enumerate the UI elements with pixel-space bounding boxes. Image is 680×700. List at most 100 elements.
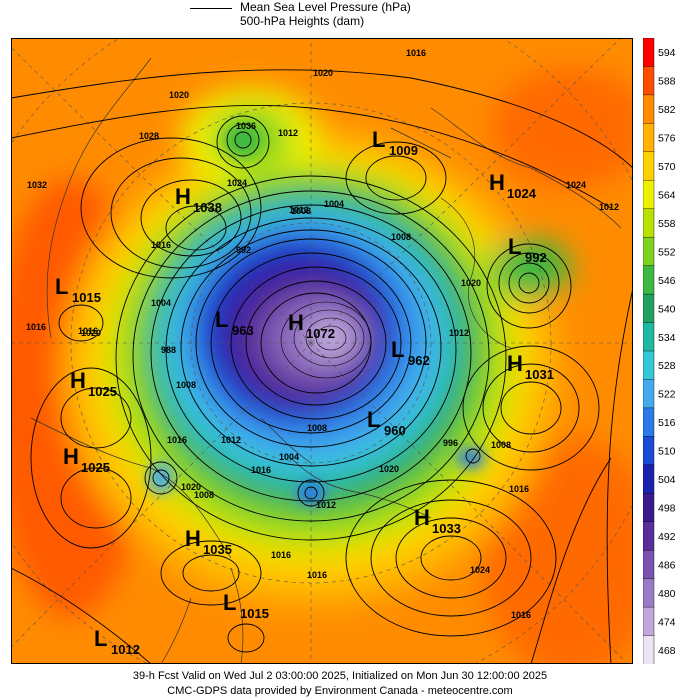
colorbar-swatch	[642, 407, 655, 438]
svg-text:H: H	[175, 184, 191, 209]
pressure-center: H 1025	[63, 444, 110, 475]
isobar-legend-line	[190, 8, 232, 9]
weather-map: 1016 1020 1020 1028 1032 1036 1012 1024 …	[11, 38, 633, 664]
svg-text:L: L	[215, 307, 228, 332]
isobar-label: 1024	[470, 565, 490, 575]
colorbar-label: 540	[658, 303, 676, 315]
pressure-center: H 1038	[175, 184, 222, 215]
isobar-label: 1008	[391, 232, 411, 242]
isobar-label: 996	[443, 438, 458, 448]
colorbar-swatch	[642, 464, 655, 494]
colorbar-swatch	[642, 293, 655, 324]
svg-text:L: L	[94, 626, 107, 651]
isobar-label: 1012	[289, 205, 309, 215]
colorbar-swatch	[642, 436, 655, 466]
pressure-center: L 1015	[223, 590, 269, 621]
isobar-label: 1008	[194, 490, 214, 500]
isobar-label: 1016	[26, 322, 46, 332]
svg-text:1038: 1038	[193, 200, 222, 215]
height-field: 1016 1020 1020 1028 1032 1036 1012 1024 …	[11, 38, 633, 664]
isobar-label: 992	[236, 245, 251, 255]
svg-text:1025: 1025	[88, 384, 117, 399]
isobar-label: 1004	[151, 298, 171, 308]
isobar-label: 1024	[227, 178, 247, 188]
colorbar-label: 552	[658, 246, 676, 258]
pressure-center: H 1025	[70, 368, 117, 399]
colorbar-swatch	[642, 606, 655, 637]
isobar-label: 1028	[139, 131, 159, 141]
pressure-center: L 1015	[55, 274, 101, 305]
colorbar-label: 468	[658, 645, 676, 657]
svg-text:1035: 1035	[203, 542, 232, 557]
svg-text:1024: 1024	[507, 186, 537, 201]
isobar-label: 1012	[449, 328, 469, 338]
colorbar-swatch	[642, 578, 655, 608]
isobar-label: 1020	[379, 464, 399, 474]
pressure-center: L 1012	[94, 626, 140, 657]
colorbar-label: 498	[658, 503, 676, 515]
colorbar-swatch	[642, 94, 655, 125]
svg-text:1015: 1015	[72, 290, 101, 305]
colorbar-label: 504	[658, 474, 676, 486]
colorbar-label: 588	[658, 76, 676, 88]
colorbar-swatch	[642, 350, 655, 381]
svg-text:H: H	[288, 310, 304, 335]
colorbar-label: 576	[658, 133, 676, 145]
pressure-center: L 963	[215, 307, 254, 338]
colorbar-swatch	[642, 123, 655, 153]
colorbar-label: 528	[658, 360, 676, 372]
data-credit-text: CMC-GDPS data provided by Environment Ca…	[167, 685, 513, 697]
isobar-label: 1032	[27, 180, 47, 190]
svg-text:1012: 1012	[111, 642, 140, 657]
svg-text:L: L	[55, 274, 68, 299]
isobar-label: 1016	[511, 610, 531, 620]
pressure-center: L 960	[367, 407, 406, 438]
colorbar-swatch	[642, 236, 655, 267]
colorbar-label: 564	[658, 190, 676, 202]
colorbar-swatch	[642, 37, 655, 68]
svg-text:1009: 1009	[389, 143, 418, 158]
isobar-label: 1020	[313, 68, 333, 78]
pressure-center: L 962	[391, 337, 430, 368]
legend-heights-label: 500-hPa Heights (dam)	[240, 14, 365, 28]
colorbar-label: 534	[658, 332, 676, 344]
colorbar-swatch	[642, 265, 655, 295]
svg-text:L: L	[223, 590, 236, 615]
colorbar-swatch	[642, 208, 655, 238]
isobar-label: 1012	[278, 128, 298, 138]
isobar-label: 1008	[491, 440, 511, 450]
isobar-label: 1012	[599, 202, 619, 212]
colorbar-label: 480	[658, 588, 676, 600]
svg-text:H: H	[70, 368, 86, 393]
isobar-label: 1016	[406, 48, 426, 58]
svg-text:H: H	[489, 170, 505, 195]
isobar-label: 1004	[324, 199, 344, 209]
colorbar-label: 522	[658, 389, 676, 401]
svg-text:1072: 1072	[306, 326, 335, 341]
colorbar-label: 546	[658, 275, 676, 287]
svg-text:L: L	[508, 234, 521, 259]
pressure-center: L 992	[508, 234, 547, 265]
forecast-valid-text: 39-h Fcst Valid on Wed Jul 2 03:00:00 20…	[132, 670, 548, 682]
coastlines	[30, 57, 622, 664]
isobar-label: 1020	[81, 328, 101, 338]
colorbar-swatch	[642, 180, 655, 210]
colorbar-label: 516	[658, 417, 676, 429]
colorbar-swatch	[642, 549, 655, 580]
svg-text:963: 963	[232, 323, 254, 338]
svg-text:H: H	[63, 444, 79, 469]
svg-text:L: L	[372, 127, 385, 152]
svg-text:H: H	[507, 351, 523, 376]
isobar-label: 1036	[236, 121, 256, 131]
isobar-label: 1008	[307, 423, 327, 433]
isobar-label: 1016	[251, 465, 271, 475]
height-colorbar: 594 588 582 576 570 564 558 552 546 540 534 528 522 5…	[642, 37, 680, 665]
colorbar-label: 570	[658, 161, 676, 173]
lat-lon-grid	[11, 38, 633, 664]
svg-text:960: 960	[384, 423, 406, 438]
isobar-label: 1016	[509, 484, 529, 494]
isobar-label: 1024	[566, 180, 586, 190]
colorbar-label: 594	[658, 47, 676, 59]
svg-text:1015: 1015	[240, 606, 269, 621]
isobar-label: 1020	[461, 278, 481, 288]
